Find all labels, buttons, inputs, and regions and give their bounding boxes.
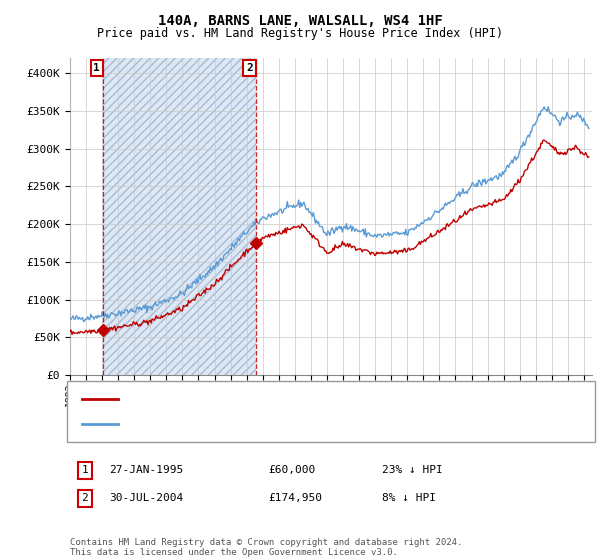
- Text: 1: 1: [94, 63, 100, 73]
- Text: 2: 2: [82, 493, 88, 503]
- Text: 23% ↓ HPI: 23% ↓ HPI: [382, 465, 443, 475]
- Text: 2: 2: [246, 63, 253, 73]
- Text: 27-JAN-1995: 27-JAN-1995: [109, 465, 183, 475]
- Text: 30-JUL-2004: 30-JUL-2004: [109, 493, 183, 503]
- Text: £174,950: £174,950: [268, 493, 322, 503]
- Text: Price paid vs. HM Land Registry's House Price Index (HPI): Price paid vs. HM Land Registry's House …: [97, 27, 503, 40]
- Bar: [103, 58, 256, 375]
- Bar: [103, 58, 256, 375]
- Text: 140A, BARNS LANE, WALSALL, WS4 1HF (detached house): 140A, BARNS LANE, WALSALL, WS4 1HF (deta…: [127, 394, 446, 404]
- Text: £60,000: £60,000: [268, 465, 315, 475]
- Text: 1: 1: [82, 465, 88, 475]
- Text: 140A, BARNS LANE, WALSALL, WS4 1HF: 140A, BARNS LANE, WALSALL, WS4 1HF: [158, 14, 442, 28]
- Text: Contains HM Land Registry data © Crown copyright and database right 2024.
This d: Contains HM Land Registry data © Crown c…: [70, 538, 463, 557]
- Text: 8% ↓ HPI: 8% ↓ HPI: [382, 493, 436, 503]
- Text: HPI: Average price, detached house, Walsall: HPI: Average price, detached house, Wals…: [127, 419, 396, 429]
